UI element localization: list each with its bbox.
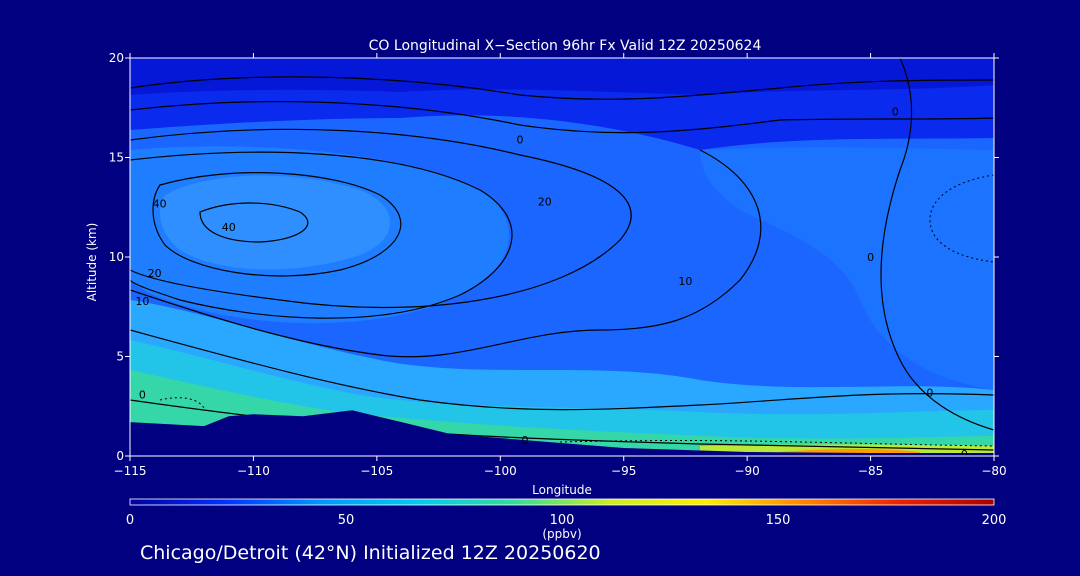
y-tick-label: 10 <box>109 250 124 264</box>
contour-label: 20 <box>148 267 162 280</box>
contour-label: 0 <box>867 251 874 264</box>
colorbar-tick-label: 200 <box>982 513 1007 528</box>
contour-label: 10 <box>135 295 149 308</box>
x-tick-label: −90 <box>734 464 759 478</box>
contour-label: 0 <box>892 106 899 119</box>
x-tick-label: −100 <box>484 464 517 478</box>
contour-label: 0 <box>139 388 146 401</box>
x-tick-label: −105 <box>360 464 393 478</box>
plot-area: 0 0 20 40 40 20 10 10 0 0 0 0 0 <box>130 58 994 461</box>
x-tick-label: −110 <box>237 464 270 478</box>
contour-label: 40 <box>153 197 167 210</box>
x-tick-label: −115 <box>114 464 147 478</box>
colorbar-ticks: 0 50 100 150 200 <box>126 513 1007 528</box>
y-tick-label: 15 <box>109 151 124 165</box>
x-tick-label: −95 <box>611 464 636 478</box>
x-axis: −115 −110 −105 −100 −95 −90 −85 −80 <box>114 53 1007 478</box>
contour-label: 20 <box>538 195 552 208</box>
colorbar-tick-label: 100 <box>550 513 575 528</box>
colorbar <box>129 498 995 506</box>
colorbar-tick-label: 0 <box>126 513 134 528</box>
y-tick-label: 0 <box>116 449 124 463</box>
chart-title: CO Longitudinal X−Section 96hr Fx Valid … <box>369 38 762 54</box>
y-axis-label: Altitude (km) <box>85 223 99 302</box>
x-tick-label: −80 <box>981 464 1006 478</box>
contour-label: 0 <box>517 134 524 147</box>
colorbar-tick-label: 150 <box>766 513 791 528</box>
x-axis-label: Longitude <box>532 483 592 497</box>
colorbar-unit: (ppbv) <box>542 527 581 541</box>
band-top-lowest <box>130 58 994 95</box>
contour-label: 40 <box>222 221 236 234</box>
band-plume-core <box>160 175 390 270</box>
band-east-mid <box>700 147 994 390</box>
contour-label: 0 <box>961 448 968 461</box>
y-tick-label: 20 <box>109 51 124 65</box>
initialization-caption: Chicago/Detroit (42°N) Initialized 12Z 2… <box>140 542 601 564</box>
x-tick-label: −85 <box>858 464 883 478</box>
contour-label: 0 <box>926 386 933 399</box>
y-axis: 0 5 10 15 20 <box>109 51 999 463</box>
colorbar-tick-label: 50 <box>338 513 355 528</box>
contour-lines-negative <box>159 174 994 447</box>
contour-labels: 0 0 20 40 40 20 10 10 0 0 0 0 0 <box>135 106 968 461</box>
contour-label: 10 <box>678 275 692 288</box>
terrain-mask <box>130 410 994 456</box>
y-tick-label: 5 <box>116 350 124 364</box>
contour-label: 0 <box>521 434 528 447</box>
